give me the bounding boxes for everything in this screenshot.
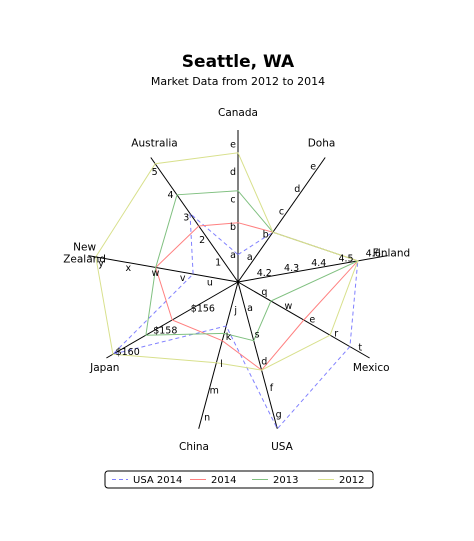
axis-line-new-zealand [88,255,239,283]
axis-line-china [198,281,239,429]
tick-label-canada: e [230,139,236,150]
tick-label-australia: 4 [167,190,173,201]
tick-label-china: l [220,359,223,370]
axis-line-australia [150,157,239,283]
tick-label-finland: 4.4 [311,258,326,269]
tick-label-usa: f [270,383,274,394]
tick-label-finland: 4.2 [257,268,272,279]
series-line-2012 [95,152,359,371]
legend-box [104,470,374,489]
axis-label-china: China [179,441,209,453]
axis-line-finland [237,255,388,283]
series-layer [95,152,360,430]
legend-label-2012: 2012 [339,475,364,486]
tick-label-new-zealand: v [180,273,186,284]
tick-label-doha: b [263,229,269,240]
tick-label-usa: s [255,330,260,341]
tick-label-australia: 3 [183,213,189,224]
tick-label-china: n [204,412,210,423]
tick-label-mexico: r [334,328,338,339]
tick-label-doha: a [247,252,253,263]
tick-label-canada: b [230,222,236,233]
tick-label-usa: d [261,356,267,367]
axes-layer [88,130,388,429]
tick-label-australia: 1 [215,258,221,269]
axis-line-usa [237,281,278,429]
series-line-usa-2014 [111,212,359,430]
tick-label-usa: a [247,303,253,314]
legend-label-usa-2014: USA 2014 [133,475,182,486]
series-line-2014 [155,222,359,371]
tick-label-canada: d [230,167,236,178]
tick-label-japan: $158 [153,325,177,336]
tick-label-new-zealand: u [207,278,213,289]
tick-label-china: k [226,332,232,343]
tick-label-finland: 4.6 [366,249,381,260]
tick-label-china: j [233,306,237,317]
tick-label-doha: d [294,184,300,195]
axis-label-finland: Finland [373,248,411,260]
tick-label-doha: c [279,207,284,218]
tick-label-australia: 5 [152,167,158,178]
tick-label-australia: 2 [199,235,205,246]
chart-title: Seattle, WA [182,52,295,72]
tick-label-canada: c [230,195,235,206]
axis-label-usa: USA [271,441,294,453]
chart-subtitle: Market Data from 2012 to 2014 [151,75,325,88]
tick-label-finland: 4.3 [284,263,299,274]
tick-label-usa: g [276,410,282,421]
tick-label-mexico: w [285,301,293,312]
axis-label-australia: Australia [131,138,177,150]
tick-label-new-zealand: x [125,263,131,274]
tick-label-mexico: e [309,315,315,326]
tick-label-japan: $160 [116,347,140,358]
tick-label-doha: e [310,161,316,172]
axis-label-new-zealand: New Zealand [63,242,106,266]
axis-label-doha: Doha [308,138,336,150]
legend: USA 2014 2014 2013 2012 [104,470,374,489]
tick-label-mexico: q [261,287,267,298]
legend-label-2013: 2013 [273,475,298,486]
tick-label-china: m [210,386,219,397]
legend-label-2014: 2014 [211,475,236,486]
tick-label-canada: a [230,250,236,261]
tick-label-new-zealand: w [152,268,160,279]
tick-label-japan: $156 [191,304,215,315]
axis-label-mexico: Mexico [353,362,390,374]
tick-label-mexico: t [358,342,362,353]
tick-label-finland: 4.5 [338,253,353,264]
axis-label-japan: Japan [89,362,119,374]
axis-line-doha [237,157,326,283]
tick-label-new-zealand: y [98,258,104,269]
axis-label-canada: Canada [218,107,258,119]
